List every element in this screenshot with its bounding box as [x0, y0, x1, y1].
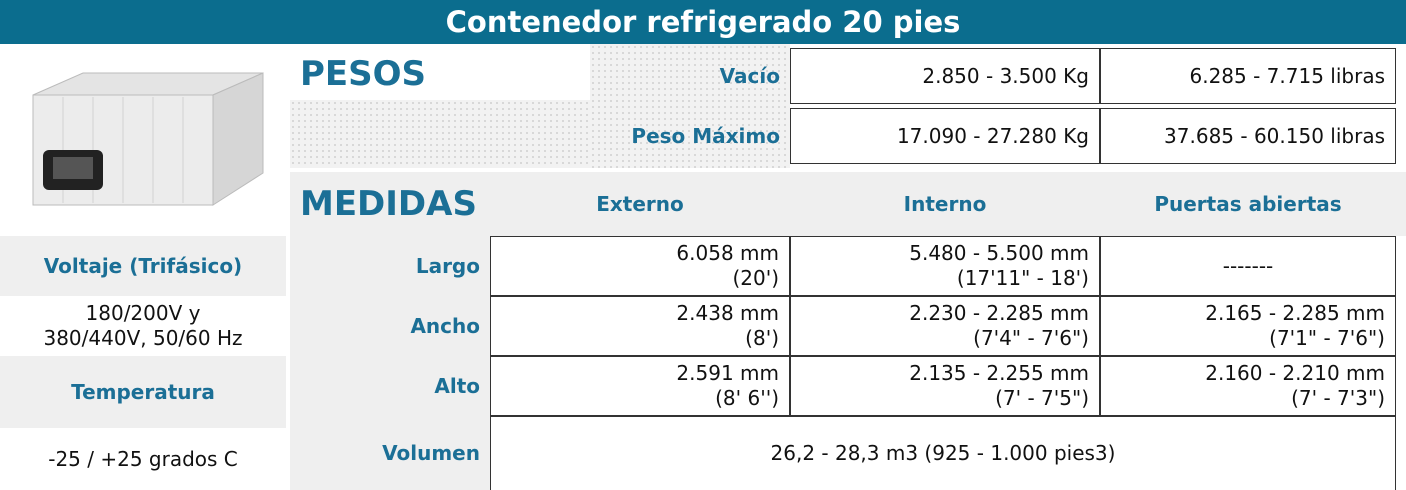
- value-cell: 6.285 - 7.715 libras: [1100, 48, 1396, 104]
- value-cell: 2.165 - 2.285 mm(7'1" - 7'6"): [1100, 296, 1396, 356]
- text-line: 2.160 - 2.210 mm: [1205, 361, 1385, 386]
- section-heading: MEDIDAS: [300, 172, 490, 236]
- row-label: Vacío: [590, 48, 790, 104]
- text-line: 180/200V y: [86, 301, 201, 326]
- column-header: Puertas abiertas: [1100, 172, 1396, 236]
- temperature-value: -25 / +25 grados C: [0, 428, 286, 490]
- value-cell: -------: [1100, 236, 1396, 296]
- section-heading: PESOS: [300, 52, 580, 96]
- shaded-area: [290, 100, 590, 168]
- text-line: 2.135 - 2.255 mm: [909, 361, 1089, 386]
- value-cell: 2.230 - 2.285 mm(7'4" - 7'6"): [790, 296, 1100, 356]
- voltage-value: 180/200V y 380/440V, 50/60 Hz: [0, 296, 286, 356]
- column-header: Interno: [790, 172, 1100, 236]
- text-line: (7'1" - 7'6"): [1269, 326, 1385, 351]
- text-line: 2.438 mm: [676, 301, 779, 326]
- value-cell: 2.438 mm(8'): [490, 296, 790, 356]
- value-cell: 5.480 - 5.500 mm(17'11" - 18'): [790, 236, 1100, 296]
- text-line: (8' 6''): [715, 386, 779, 411]
- text-line: 380/440V, 50/60 Hz: [43, 326, 242, 351]
- row-label: Ancho: [290, 296, 490, 356]
- text-line: (20'): [732, 266, 779, 291]
- text-line: -------: [1223, 254, 1274, 279]
- row-label: Volumen: [290, 416, 490, 490]
- value-cell: 2.850 - 3.500 Kg: [790, 48, 1100, 104]
- row-label: Peso Máximo: [590, 108, 790, 164]
- text-line: (17'11" - 18'): [957, 266, 1089, 291]
- text-line: 5.480 - 5.500 mm: [909, 241, 1089, 266]
- row-label: Alto: [290, 356, 490, 416]
- text-line: (7' - 7'3"): [1291, 386, 1385, 411]
- temperature-label: Temperatura: [0, 356, 286, 428]
- title: Contenedor refrigerado 20 pies: [0, 0, 1406, 44]
- spec-sheet: Contenedor refrigerado 20 pies Voltaje (…: [0, 0, 1406, 490]
- text-line: 2.230 - 2.285 mm: [909, 301, 1089, 326]
- container-icon: [13, 55, 273, 225]
- text-line: 2.165 - 2.285 mm: [1205, 301, 1385, 326]
- value-cell: 2.135 - 2.255 mm(7' - 7'5"): [790, 356, 1100, 416]
- value-cell: 2.591 mm(8' 6''): [490, 356, 790, 416]
- value-cell: 2.160 - 2.210 mm(7' - 7'3"): [1100, 356, 1396, 416]
- volume-value: 26,2 - 28,3 m3 (925 - 1.000 pies3): [490, 416, 1396, 490]
- text-line: 2.591 mm: [676, 361, 779, 386]
- text-line: (7' - 7'5"): [995, 386, 1089, 411]
- text-line: 6.058 mm: [676, 241, 779, 266]
- text-line: (7'4" - 7'6"): [973, 326, 1089, 351]
- voltage-label: Voltaje (Trifásico): [0, 236, 286, 296]
- column-header: Externo: [490, 172, 790, 236]
- row-label: Largo: [290, 236, 490, 296]
- value-cell: 17.090 - 27.280 Kg: [790, 108, 1100, 164]
- container-image: [0, 44, 286, 236]
- text-line: (8'): [745, 326, 779, 351]
- value-cell: 37.685 - 60.150 libras: [1100, 108, 1396, 164]
- value-cell: 6.058 mm(20'): [490, 236, 790, 296]
